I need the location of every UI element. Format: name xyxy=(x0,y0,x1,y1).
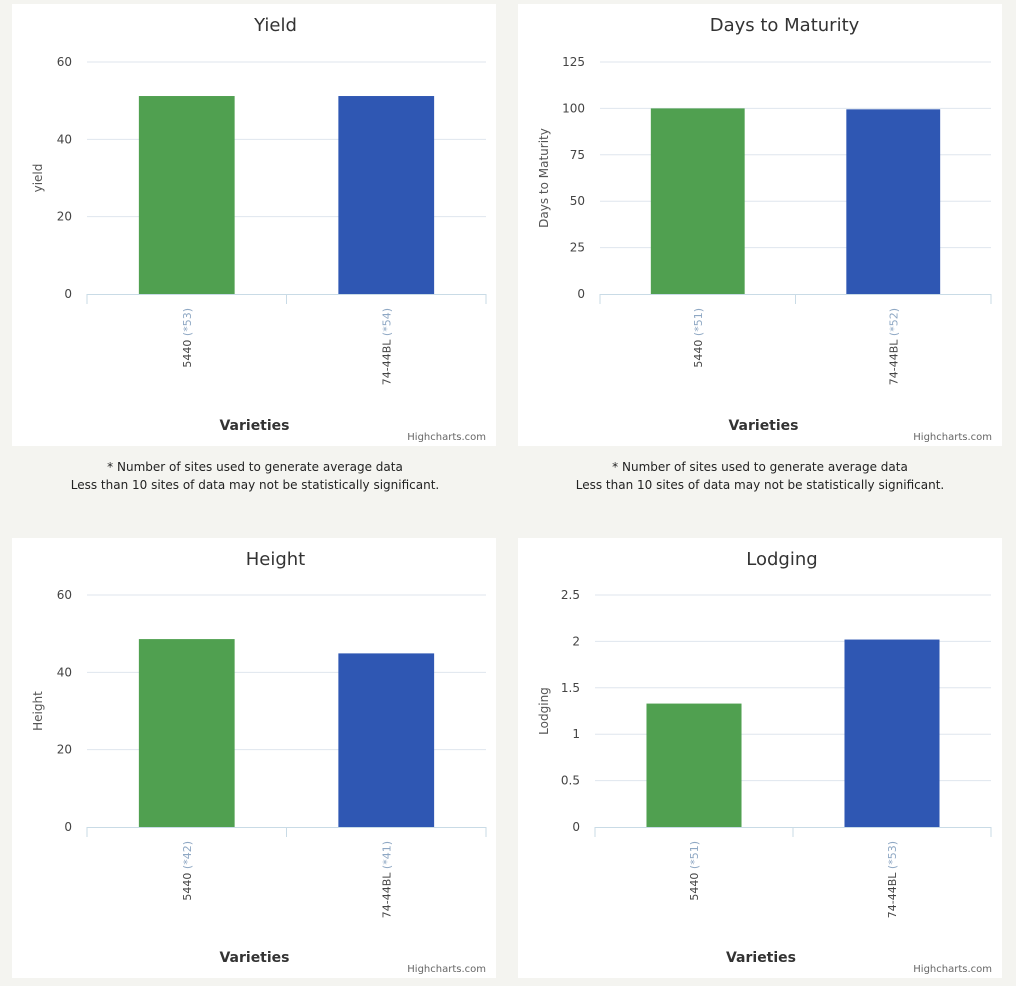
x-tick-label: 5440 (*42) xyxy=(181,841,194,901)
x-axis-title: Varieties xyxy=(728,418,798,434)
category-name: 5440 xyxy=(181,336,194,368)
category-name: 5440 xyxy=(692,336,705,368)
highcharts-credit[interactable]: Highcharts.com xyxy=(407,964,486,975)
bar-74-44bl[interactable] xyxy=(338,653,435,827)
y-tick-label: 100 xyxy=(562,101,585,115)
sample-count: (*42) xyxy=(181,841,194,869)
y-tick-label: 0 xyxy=(577,287,585,301)
footnote-line-2: Less than 10 sites of data may not be st… xyxy=(575,478,945,492)
sample-count: (*54) xyxy=(380,308,393,336)
y-tick-label: 125 xyxy=(562,55,585,69)
footnote-line-2: Less than 10 sites of data may not be st… xyxy=(70,478,440,492)
y-tick-label: 1 xyxy=(572,727,580,741)
yield-chart: Yield 0 20 40 60 yield 5440 (*53) 74-44BL (*54)… xyxy=(31,15,487,443)
sample-count: (*52) xyxy=(887,308,900,336)
y-tick-label: 75 xyxy=(570,148,585,162)
sample-count: (*51) xyxy=(688,841,701,869)
y-tick-label: 40 xyxy=(57,665,72,679)
x-tick-label: 74-44BL (*41) xyxy=(380,841,393,918)
sample-count: (*53) xyxy=(181,308,194,336)
y-tick-label: 2 xyxy=(572,634,580,648)
bar-74-44bl[interactable] xyxy=(844,639,940,827)
sample-count: (*53) xyxy=(886,841,899,869)
footnote-line-1: * Number of sites used to generate avera… xyxy=(107,460,403,474)
highcharts-credit[interactable]: Highcharts.com xyxy=(913,432,992,443)
chart-title: Days to Maturity xyxy=(710,15,860,36)
chart-title: Yield xyxy=(253,15,297,36)
highcharts-credit[interactable]: Highcharts.com xyxy=(407,432,486,443)
lodging-chart: Lodging 0 0.5 1 1.5 2 2.5 Lodging 5440 (*51) 74-4… xyxy=(537,549,992,975)
category-name: 74-44BL xyxy=(887,336,900,385)
y-tick-label: 20 xyxy=(57,743,72,757)
bar-74-44bl[interactable] xyxy=(846,109,941,294)
yield-chart-panel: Yield 0 20 40 60 yield 5440 (*53) 74-44BL (*54)… xyxy=(12,4,496,446)
y-tick-label: 25 xyxy=(570,241,585,255)
y-axis-title: Height xyxy=(31,691,45,731)
chart-title: Lodging xyxy=(746,549,817,570)
yield-footnote: * Number of sites used to generate avera… xyxy=(7,458,503,494)
y-tick-label: 0 xyxy=(572,820,580,834)
y-tick-label: 0 xyxy=(64,287,72,301)
chart-title: Height xyxy=(246,549,306,570)
x-tick-label: 74-44BL (*53) xyxy=(886,841,899,918)
category-name: 5440 xyxy=(688,869,701,901)
days-to-maturity-chart-panel: Days to Maturity 0 25 50 75 100 125 Days to Mat… xyxy=(518,4,1002,446)
sample-count: (*41) xyxy=(380,841,393,869)
x-axis-title: Varieties xyxy=(726,950,796,966)
sample-count: (*51) xyxy=(692,308,705,336)
bar-74-44bl[interactable] xyxy=(338,96,435,294)
category-name: 5440 xyxy=(181,869,194,901)
y-tick-label: 0.5 xyxy=(561,774,580,788)
category-name: 74-44BL xyxy=(886,869,899,918)
bar-5440[interactable] xyxy=(650,108,745,295)
days-to-maturity-chart: Days to Maturity 0 25 50 75 100 125 Days to Mat… xyxy=(537,15,992,443)
lodging-chart-panel: Lodging 0 0.5 1 1.5 2 2.5 Lodging 5440 (*51) 74-4… xyxy=(518,538,1002,978)
y-tick-label: 20 xyxy=(57,210,72,224)
x-tick-label: 5440 (*51) xyxy=(688,841,701,901)
bar-5440[interactable] xyxy=(138,639,235,827)
x-tick-label: 5440 (*53) xyxy=(181,308,194,368)
height-chart: Height 0 20 40 60 Height 5440 (*42) 74-44BL (*4… xyxy=(31,549,487,975)
x-tick-label: 74-44BL (*54) xyxy=(380,308,393,385)
height-chart-panel: Height 0 20 40 60 Height 5440 (*42) 74-44BL (*4… xyxy=(12,538,496,978)
bar-5440[interactable] xyxy=(646,703,742,827)
y-axis-title: Days to Maturity xyxy=(537,128,551,228)
y-tick-label: 60 xyxy=(57,55,72,69)
y-tick-label: 50 xyxy=(570,194,585,208)
y-tick-label: 40 xyxy=(57,132,72,146)
x-tick-label: 5440 (*51) xyxy=(692,308,705,368)
y-tick-label: 60 xyxy=(57,588,72,602)
x-tick-label: 74-44BL (*52) xyxy=(887,308,900,385)
category-name: 74-44BL xyxy=(380,869,393,918)
x-axis-title: Varieties xyxy=(219,418,289,434)
footnote-line-1: * Number of sites used to generate avera… xyxy=(612,460,908,474)
highcharts-credit[interactable]: Highcharts.com xyxy=(913,964,992,975)
category-name: 74-44BL xyxy=(380,336,393,385)
x-axis-title: Varieties xyxy=(219,950,289,966)
y-tick-label: 0 xyxy=(64,820,72,834)
y-axis-title: Lodging xyxy=(537,687,551,735)
y-tick-label: 1.5 xyxy=(561,681,580,695)
y-axis-title: yield xyxy=(31,164,45,193)
bar-5440[interactable] xyxy=(138,96,235,294)
y-tick-label: 2.5 xyxy=(561,588,580,602)
days-to-maturity-footnote: * Number of sites used to generate avera… xyxy=(512,458,1008,494)
